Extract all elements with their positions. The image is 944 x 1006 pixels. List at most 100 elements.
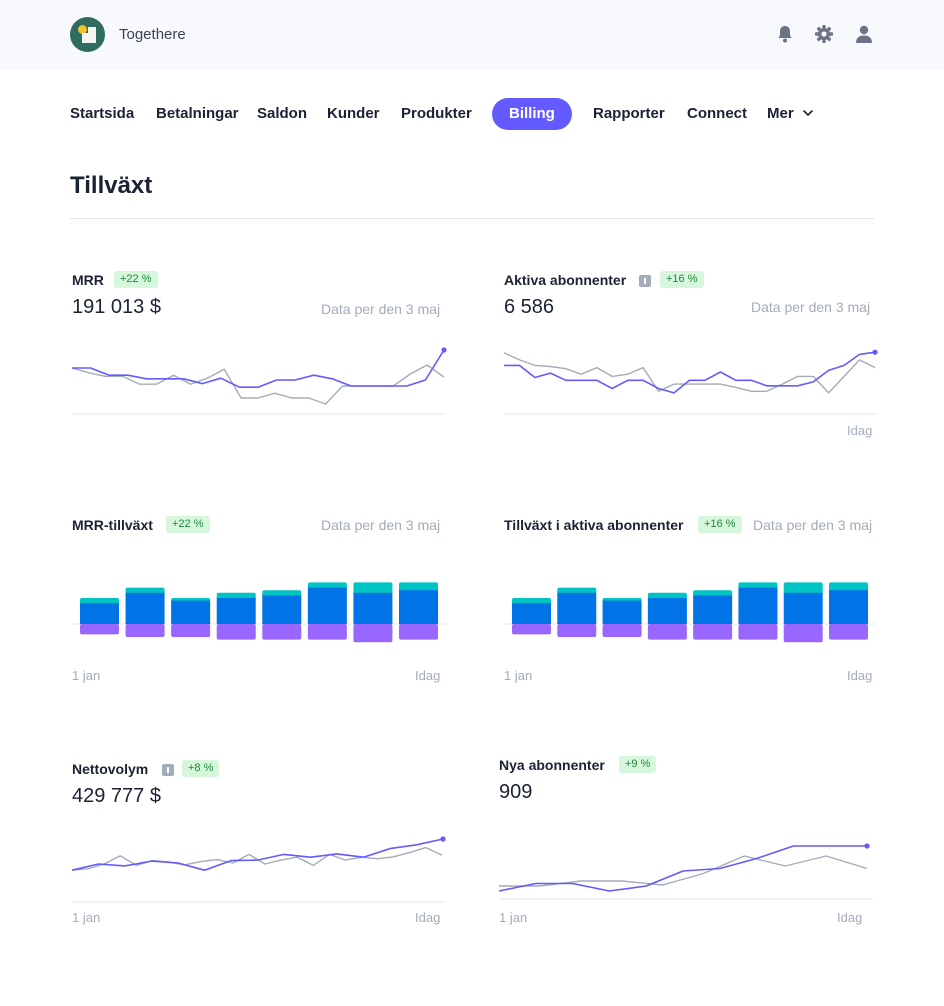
bar-segment-bottom	[693, 624, 733, 640]
bar-segment-bottom	[647, 624, 687, 640]
bar-segment-mid	[262, 595, 302, 624]
mrr-title[interactable]: MRR	[72, 272, 104, 288]
current-value-point	[864, 843, 870, 849]
bar-segment-bottom	[262, 624, 302, 640]
title-divider	[70, 218, 874, 219]
current-period-line	[72, 349, 445, 389]
previous-period-line	[71, 846, 443, 871]
current-period-line	[71, 838, 444, 872]
new-subscribers-title[interactable]: Nya abonnenter	[499, 757, 605, 773]
new-subscribers-value: 909	[499, 781, 533, 803]
previous-period-line	[503, 352, 876, 394]
info-icon[interactable]	[162, 764, 174, 776]
mrr-growth-data-date: Data per den 3 maj	[321, 517, 441, 533]
bar-segment-bottom	[783, 624, 823, 643]
new-subscribers-change-badge: +9 %	[619, 756, 657, 773]
bar-segment-mid	[171, 600, 211, 624]
bar-segment-mid	[307, 587, 347, 624]
active-subscribers-line-chart[interactable]	[503, 345, 878, 420]
bar-segment-top	[353, 582, 393, 595]
current-value-point	[440, 836, 446, 842]
top-bar: Togethere	[0, 0, 944, 70]
chevron-down-icon[interactable]	[802, 107, 814, 119]
bar-segment-bottom	[216, 624, 256, 640]
mrr-growth-bar-chart[interactable]	[72, 568, 446, 658]
bar-segment-bottom	[399, 624, 438, 640]
net-volume-change-badge: +8 %	[182, 760, 220, 777]
subscriber-growth-title[interactable]: Tillväxt i aktiva abonnenter	[504, 517, 684, 533]
mrr-line-chart[interactable]	[71, 345, 447, 420]
app-logo[interactable]	[70, 17, 105, 52]
bar-segment-mid	[783, 592, 823, 624]
bar-segment-top	[783, 582, 823, 595]
mrr-growth-title[interactable]: MRR-tillväxt	[72, 517, 153, 533]
bar-segment-mid	[399, 590, 438, 624]
active-subscribers-change-badge: +16 %	[660, 271, 704, 288]
mrr-data-date: Data per den 3 maj	[321, 301, 441, 317]
current-value-point	[441, 347, 447, 353]
nav-rapporter[interactable]: Rapporter	[593, 105, 665, 122]
bar-segment-bottom	[125, 624, 165, 637]
bar-segment-bottom	[557, 624, 597, 637]
new-subscribers-x-start: 1 jan	[499, 910, 528, 925]
subscriber-growth-x-end: Idag	[847, 668, 873, 683]
net-volume-line-chart[interactable]	[71, 835, 446, 905]
mrr-growth-x-start: 1 jan	[72, 668, 101, 683]
nav-startsida[interactable]: Startsida	[70, 105, 135, 122]
active-subscribers-value: 6 586	[504, 296, 555, 318]
nav-produkter[interactable]: Produkter	[401, 105, 472, 122]
mrr-growth-x-end: Idag	[415, 668, 441, 683]
net-volume-x-end: Idag	[415, 910, 441, 925]
active-subscribers-x-end: Idag	[847, 423, 873, 438]
previous-period-line	[71, 364, 445, 405]
bar-segment-mid	[216, 598, 256, 624]
bar-segment-mid	[353, 592, 393, 624]
bar-segment-mid	[602, 600, 642, 624]
current-period-line	[498, 845, 867, 892]
nav-mer[interactable]: Mer	[767, 105, 794, 122]
bar-segment-mid	[693, 595, 733, 624]
bar-segment-mid	[557, 592, 597, 624]
bar-segment-bottom	[738, 624, 778, 640]
active-subscribers-data-date: Data per den 3 maj	[751, 299, 871, 315]
nav-billing[interactable]: Billing	[492, 98, 572, 130]
gear-icon[interactable]	[814, 24, 834, 44]
current-value-point	[872, 349, 878, 355]
nav-connect[interactable]: Connect	[687, 105, 747, 122]
bar-segment-bottom	[171, 624, 211, 637]
bar-segment-mid	[738, 587, 778, 624]
bar-segment-mid	[80, 603, 119, 624]
bar-segment-top	[829, 582, 868, 593]
app-name: Togethere	[119, 26, 186, 43]
bell-icon[interactable]	[775, 24, 795, 44]
mrr-value: 191 013 $	[72, 296, 161, 318]
nav-betalningar[interactable]: Betalningar	[156, 105, 239, 122]
info-icon[interactable]	[639, 275, 651, 287]
main-nav: Startsida Betalningar Saldon Kunder Prod…	[0, 98, 944, 130]
new-subscribers-x-end: Idag	[837, 910, 863, 925]
new-subscribers-line-chart[interactable]	[498, 838, 873, 906]
net-volume-x-start: 1 jan	[72, 910, 101, 925]
bar-segment-mid	[512, 603, 551, 624]
user-icon[interactable]	[854, 24, 874, 44]
bar-segment-bottom	[307, 624, 347, 640]
net-volume-title[interactable]: Nettovolym	[72, 761, 149, 777]
subscriber-growth-data-date: Data per den 3 maj	[753, 517, 873, 533]
page-title: Tillväxt	[70, 172, 153, 199]
nav-kunder[interactable]: Kunder	[327, 105, 380, 122]
bar-segment-bottom	[353, 624, 393, 643]
bar-segment-mid	[829, 590, 868, 624]
subscriber-growth-bar-chart[interactable]	[504, 568, 876, 658]
bar-segment-top	[399, 582, 438, 593]
subscriber-growth-change-badge: +16 %	[698, 516, 742, 533]
bar-segment-mid	[125, 592, 165, 624]
bar-segment-bottom	[80, 624, 119, 635]
nav-saldon[interactable]: Saldon	[257, 105, 308, 122]
mrr-change-badge: +22 %	[114, 271, 158, 288]
current-period-line	[504, 351, 876, 394]
bar-segment-bottom	[829, 624, 868, 640]
active-subscribers-title[interactable]: Aktiva abonnenter	[504, 272, 627, 288]
bar-segment-mid	[647, 598, 687, 624]
mrr-growth-change-badge: +22 %	[166, 516, 210, 533]
bar-segment-bottom	[602, 624, 642, 637]
